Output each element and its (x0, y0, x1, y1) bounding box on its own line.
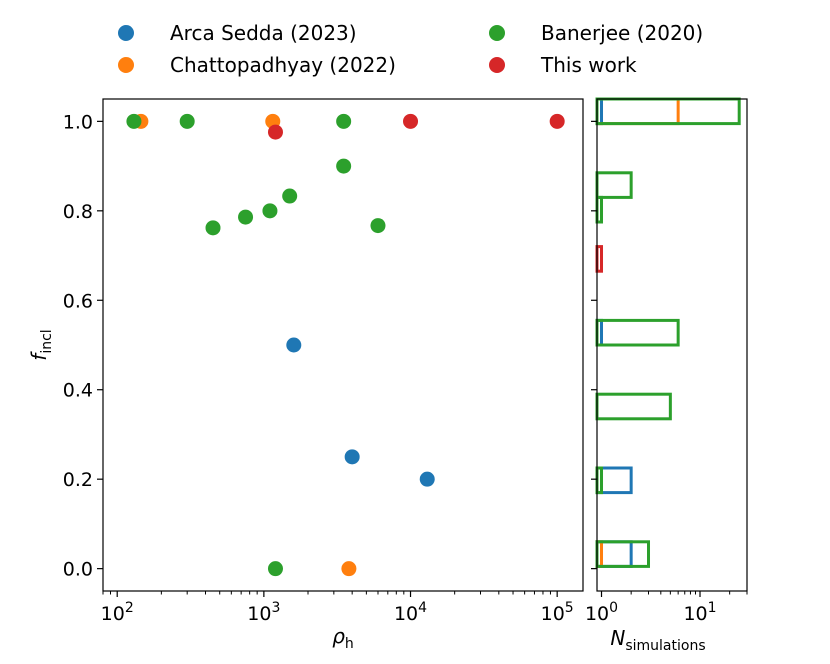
point-banerjee (205, 220, 221, 236)
histogram-bars (595, 97, 741, 568)
point-banerjee (282, 188, 298, 204)
histogram-axis-ticks: 100 101 (585, 120, 748, 625)
histogram-plot-frame (596, 98, 748, 592)
hist-bar-banerjee (595, 392, 672, 421)
legend-marker-banerjee (489, 25, 505, 41)
hist-bar-thiswork (595, 245, 604, 273)
point-arca (344, 449, 360, 465)
y-tick-label: 0.6 (63, 290, 93, 312)
x-axis-label: ρh (332, 624, 354, 652)
legend-marker-arca (118, 25, 134, 41)
point-banerjee (238, 209, 254, 225)
y-tick-label: 0.0 (63, 559, 93, 581)
point-banerjee (179, 113, 195, 129)
hist-bar-banerjee (595, 97, 741, 126)
hist-bar-banerjee (595, 195, 604, 224)
hist-x-tick-label: 101 (683, 600, 716, 625)
scatter-points (126, 113, 565, 577)
point-banerjee (267, 561, 283, 577)
y-tick-label: 0.4 (63, 380, 93, 402)
scatter-plot: 0.0 0.2 0.4 0.6 0.8 1.0 102 103 104 105 fincl ρh (27, 98, 584, 652)
legend-label-arca: Arca Sedda (2023) (170, 21, 357, 45)
scatter-plot-frame (102, 98, 584, 592)
hist-bar-chatto (595, 97, 680, 126)
point-arca (419, 471, 435, 487)
point-thiswork (549, 113, 565, 129)
x-tick-label: 102 (101, 600, 134, 625)
hist-x-tick-label: 100 (585, 600, 618, 625)
point-banerjee (370, 218, 386, 234)
y-axis-label: fincl (27, 329, 55, 360)
y-tick-label: 0.8 (63, 201, 93, 223)
scatter-axis-ticks: 0.0 0.2 0.4 0.6 0.8 1.0 102 103 104 105 (63, 111, 574, 625)
histogram-plot: 100 101 Nsimulations (585, 97, 748, 654)
x-tick-label: 103 (247, 600, 280, 625)
x-tick-label: 105 (541, 600, 574, 625)
y-tick-label: 1.0 (63, 111, 93, 133)
point-banerjee (336, 113, 352, 129)
hist-bar-banerjee (595, 466, 604, 495)
legend-marker-thiswork (489, 57, 505, 73)
histogram-x-axis-label: Nsimulations (610, 626, 705, 654)
legend: Arca Sedda (2023) Chattopadhyay (2022) Ban… (118, 21, 703, 77)
x-tick-label: 104 (394, 600, 427, 625)
point-arca (286, 337, 302, 353)
point-thiswork (403, 113, 419, 129)
point-banerjee (126, 113, 142, 129)
point-thiswork (267, 124, 283, 140)
point-banerjee (262, 203, 278, 219)
hist-bar-banerjee (595, 171, 633, 199)
point-banerjee (336, 158, 352, 174)
legend-label-banerjee: Banerjee (2020) (541, 21, 703, 45)
hist-bar-banerjee (595, 318, 680, 347)
legend-label-chatto: Chattopadhyay (2022) (170, 53, 396, 77)
hist-bar-banerjee (595, 540, 651, 568)
legend-marker-chatto (118, 57, 134, 73)
point-chatto (341, 561, 357, 577)
y-tick-label: 0.2 (63, 469, 93, 491)
legend-label-thiswork: This work (540, 53, 637, 77)
